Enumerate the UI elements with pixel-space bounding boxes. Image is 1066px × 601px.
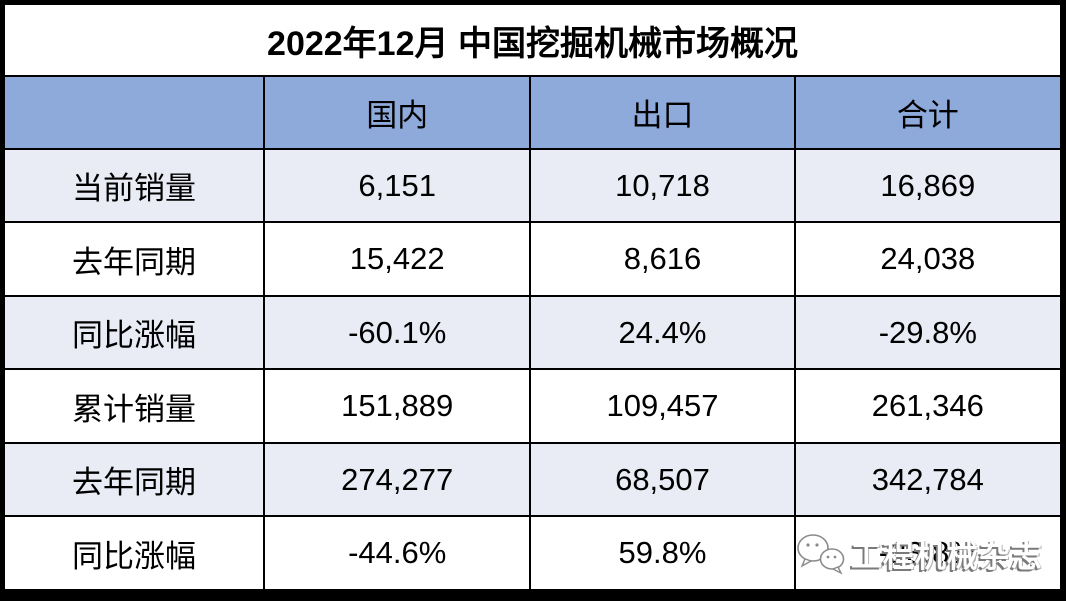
wechat-bubbles-icon [797,534,845,575]
cell-value: 16,869 [793,147,1063,224]
cell-value: -44.6% [263,515,532,591]
table-row: 同比涨幅 -60.1% 24.4% -29.8% [2,294,1063,371]
column-header-total: 合计 [793,75,1063,150]
cell-value: -29.8% [793,294,1063,371]
cell-value-watermarked: -23.8% 工程机械杂志 [793,515,1063,591]
row-label: 同比涨幅 [2,515,266,591]
page-title: 2022年12月 中国挖掘机械市场概况 [3,2,1062,78]
table-row: 同比涨幅 -44.6% 59.8% -23.8% [2,515,1063,591]
column-header-export: 出口 [529,75,796,150]
cell-value: 24,038 [793,221,1063,297]
cell-value: 342,784 [793,441,1063,518]
header-row: 国内 出口 合计 [2,75,1063,150]
cell-value: -23.8% [878,535,977,571]
column-header-domestic: 国内 [263,75,532,150]
table-row: 累计销量 151,889 109,457 261,346 [2,368,1063,444]
cell-value: 261,346 [793,368,1063,444]
cell-value: 59.8% [529,515,796,591]
table-row: 去年同期 15,422 8,616 24,038 [2,221,1063,297]
row-label: 累计销量 [2,368,266,444]
cell-value: 24.4% [529,294,796,371]
cell-value: 10,718 [529,147,796,224]
corner-header-cell [2,75,266,150]
cell-value: 151,889 [263,368,532,444]
cell-value: 15,422 [263,221,532,297]
cell-value: 274,277 [263,441,532,518]
table-row: 当前销量 6,151 10,718 16,869 [2,147,1063,224]
excavator-market-table: 2022年12月 中国挖掘机械市场概况 国内 出口 合计 当前销量 6,151 … [2,2,1063,591]
row-label: 去年同期 [2,441,266,518]
cell-value: 6,151 [263,147,532,224]
row-label: 去年同期 [2,221,266,297]
table-row: 去年同期 274,277 68,507 342,784 [2,441,1063,518]
cell-value: 68,507 [529,441,796,518]
cell-value: -60.1% [263,294,532,371]
cell-value: 8,616 [529,221,796,297]
row-label: 同比涨幅 [2,294,266,371]
title-row: 2022年12月 中国挖掘机械市场概况 [3,2,1062,78]
cell-value: 109,457 [529,368,796,444]
row-label: 当前销量 [2,147,266,224]
